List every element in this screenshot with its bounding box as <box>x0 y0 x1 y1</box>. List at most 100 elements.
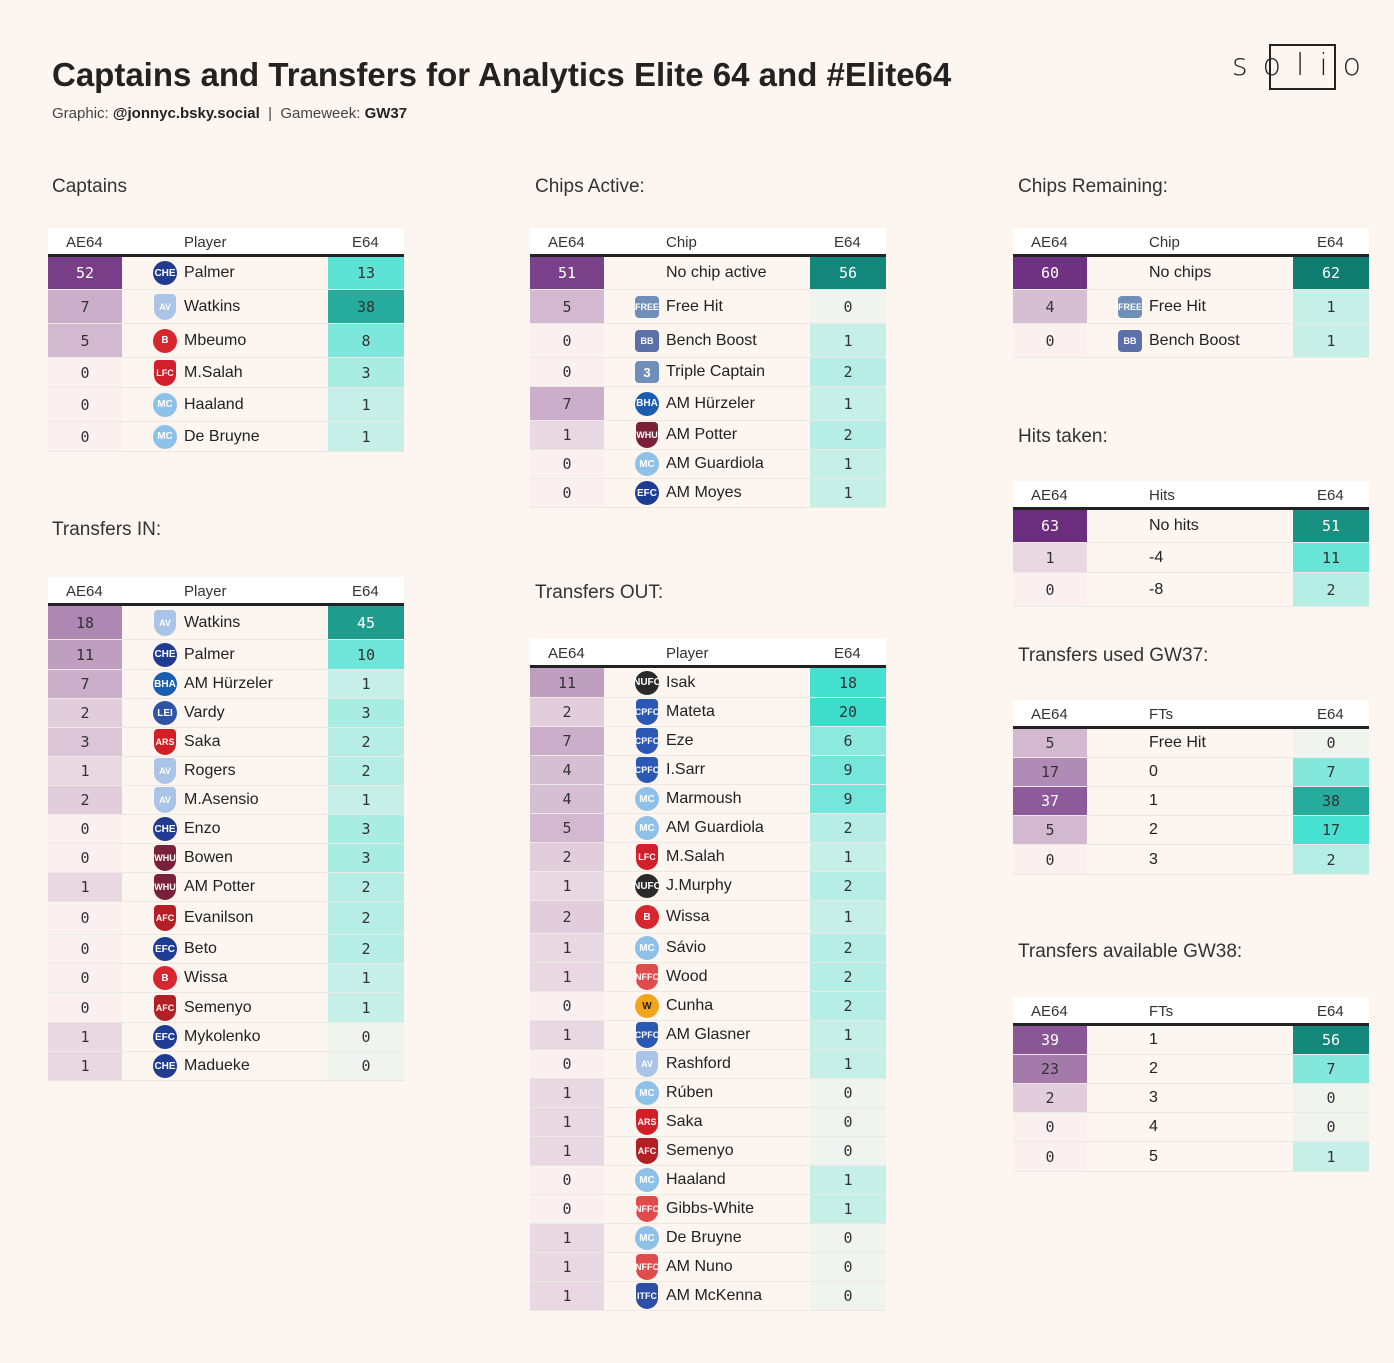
west-ham-crest-icon-glyph: WHU <box>636 422 658 448</box>
arsenal-crest-icon: ARS <box>152 729 178 755</box>
ae64-value: 0 <box>48 902 122 934</box>
ae64-value: 60 <box>1013 257 1087 289</box>
e64-value: 1 <box>328 670 404 698</box>
row-label: Evanilson <box>184 909 254 926</box>
transfers-in-title: Transfers IN: <box>52 519 162 540</box>
row-label: Madueke <box>184 1057 250 1074</box>
ae64-value: 4 <box>530 785 604 813</box>
ae64-value: 0 <box>530 358 604 386</box>
table-row: 0 MC Haaland 1 <box>530 1166 886 1195</box>
table-row: 7 CPFC Eze 6 <box>530 727 886 756</box>
column-header: AE64 <box>66 583 103 600</box>
row-label: Mykolenko <box>184 1028 261 1045</box>
ae64-value: 0 <box>48 358 122 387</box>
table-row: 11 CHE Palmer 10 <box>48 640 404 670</box>
e64-value: 1 <box>328 422 404 451</box>
west-ham-crest-icon: WHU <box>152 874 178 900</box>
wolves-crest-icon: W <box>634 993 660 1019</box>
table-row: 51 No chip active 56 <box>530 257 886 290</box>
chelsea-crest-icon-glyph: CHE <box>153 1054 177 1078</box>
row-label: Rashford <box>666 1055 731 1072</box>
e64-value: 0 <box>810 290 886 323</box>
ae64-value: 0 <box>48 993 122 1022</box>
table-row: 23 2 7 <box>1013 1055 1369 1084</box>
table-header: AE64 FTs E64 <box>1013 700 1369 729</box>
column-header: AE64 <box>1031 234 1068 251</box>
ae64-value: 2 <box>1013 1084 1087 1112</box>
man-city-crest-icon: MC <box>634 1225 660 1251</box>
ae64-value: 5 <box>1013 816 1087 844</box>
table-row: 0 NFFC Gibbs-White 1 <box>530 1195 886 1224</box>
e64-value: 2 <box>810 872 886 900</box>
row-label: AM Guardiola <box>666 819 764 836</box>
brighton-crest-icon: BHA <box>634 391 660 417</box>
row-label: Gibbs-White <box>666 1200 755 1217</box>
column-header: E64 <box>1317 1003 1344 1020</box>
e64-value: 2 <box>810 358 886 386</box>
table-row: 4 MC Marmoush 9 <box>530 785 886 814</box>
column-header: AE64 <box>1031 706 1068 723</box>
man-city-crest-icon-glyph: MC <box>635 452 659 476</box>
table-row: 2 3 0 <box>1013 1084 1369 1113</box>
ae64-value: 5 <box>530 814 604 842</box>
ae64-value: 1 <box>530 1021 604 1049</box>
table-header: AE64 Player E64 <box>530 639 886 668</box>
column-header: E64 <box>352 234 379 251</box>
man-city-crest-icon: MC <box>634 815 660 841</box>
row-label: Beto <box>184 940 217 957</box>
ae64-value: 2 <box>530 901 604 933</box>
nottingham-forest-crest-icon: NFFC <box>634 964 660 990</box>
e64-value: 2 <box>328 873 404 901</box>
table-row: 2 LFC M.Salah 1 <box>530 843 886 872</box>
bournemouth-crest-icon-glyph: AFC <box>636 1138 658 1164</box>
row-label: AM Hürzeler <box>666 394 755 412</box>
row-label: Sávio <box>666 939 707 956</box>
ae64-value: 0 <box>48 422 122 451</box>
row-label: Marmoush <box>666 790 742 807</box>
e64-value: 56 <box>1293 1026 1369 1054</box>
table-row: 5 B Mbeumo 8 <box>48 324 404 358</box>
row-label: AM Moyes <box>666 484 742 501</box>
row-label: Mateta <box>666 703 715 720</box>
brentford-crest-icon-glyph: B <box>153 966 177 990</box>
table-row: 7 AV Watkins 38 <box>48 290 404 324</box>
west-ham-crest-icon: WHU <box>634 422 660 448</box>
row-label: 3 <box>1149 850 1158 868</box>
e64-value: 6 <box>810 727 886 755</box>
ae64-value: 23 <box>1013 1055 1087 1083</box>
e64-value: 0 <box>328 1052 404 1080</box>
table-row: 5 FREE Free Hit 0 <box>530 290 886 324</box>
column-header: E64 <box>834 234 861 251</box>
free-hit-chip-icon: FREE <box>1117 294 1143 320</box>
bournemouth-crest-icon-glyph: AFC <box>154 905 176 931</box>
ipswich-crest-icon-glyph: ITFC <box>636 1283 658 1309</box>
row-label: Palmer <box>184 645 235 663</box>
row-label: Watkins <box>184 297 241 315</box>
liverpool-crest-icon: LFC <box>152 359 178 386</box>
e64-value: 1 <box>810 1166 886 1194</box>
hits-taken-table: AE64 Hits E64 63 No hits 51 1 -4 11 0 -8 2 <box>1013 481 1369 607</box>
e64-value: 13 <box>328 257 404 289</box>
e64-value: 1 <box>810 387 886 420</box>
bench-boost-chip-icon-glyph: BB <box>1118 329 1142 352</box>
ae64-value: 2 <box>48 786 122 814</box>
table-row: 1 ITFC AM McKenna 0 <box>530 1282 886 1311</box>
row-label: Mbeumo <box>184 331 247 349</box>
row-label: De Bruyne <box>666 1229 742 1246</box>
man-city-crest-icon: MC <box>634 1167 660 1193</box>
ae64-value: 5 <box>48 324 122 357</box>
row-label: Rogers <box>184 762 236 779</box>
table-row: 1 MC Rúben 0 <box>530 1079 886 1108</box>
e64-value: 1 <box>1293 1142 1369 1171</box>
ae64-value: 1 <box>530 1108 604 1136</box>
table-row: 1 -4 11 <box>1013 543 1369 573</box>
ae64-value: 1 <box>1013 543 1087 572</box>
chelsea-crest-icon: CHE <box>152 642 178 668</box>
e64-value: 1 <box>1293 324 1369 357</box>
ae64-value: 2 <box>530 843 604 871</box>
e64-value: 2 <box>1293 845 1369 874</box>
gameweek-value: GW37 <box>364 105 408 122</box>
transfers-out-table: AE64 Player E64 11 NUFC Isak 18 2 CPFC Mateta 20 7 C… <box>530 639 886 1311</box>
chelsea-crest-icon-glyph: CHE <box>153 261 177 285</box>
ae64-value: 1 <box>530 872 604 900</box>
